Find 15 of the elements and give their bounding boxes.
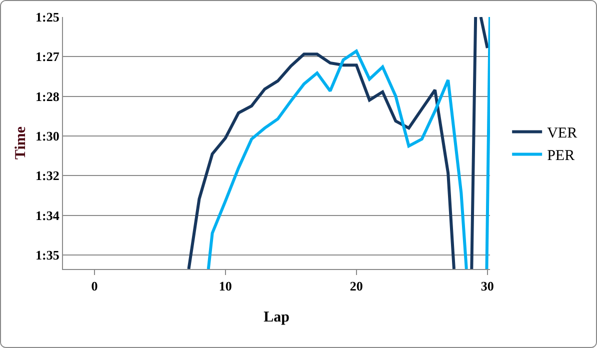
y-tick-label: 1:28 [36, 88, 60, 104]
legend-label: PER [547, 148, 575, 164]
x-tick-label: 10 [218, 278, 232, 294]
y-tick-label: 1:27 [36, 49, 60, 64]
y-tick-label: 1:32 [36, 168, 60, 184]
y-tick-label: 1:30 [36, 128, 60, 144]
y-tick-label: 1:35 [36, 248, 60, 263]
x-tick-label: 0 [91, 278, 98, 294]
legend-label: VER [547, 126, 578, 142]
x-tick-label: 20 [350, 278, 363, 294]
y-axis-title: Time [12, 126, 29, 160]
y-tick-label: 1:34 [36, 208, 60, 223]
x-axis-title: Lap [264, 310, 290, 326]
x-tick-label: 30 [480, 278, 494, 294]
y-tick-label: 1:25 [36, 10, 60, 25]
